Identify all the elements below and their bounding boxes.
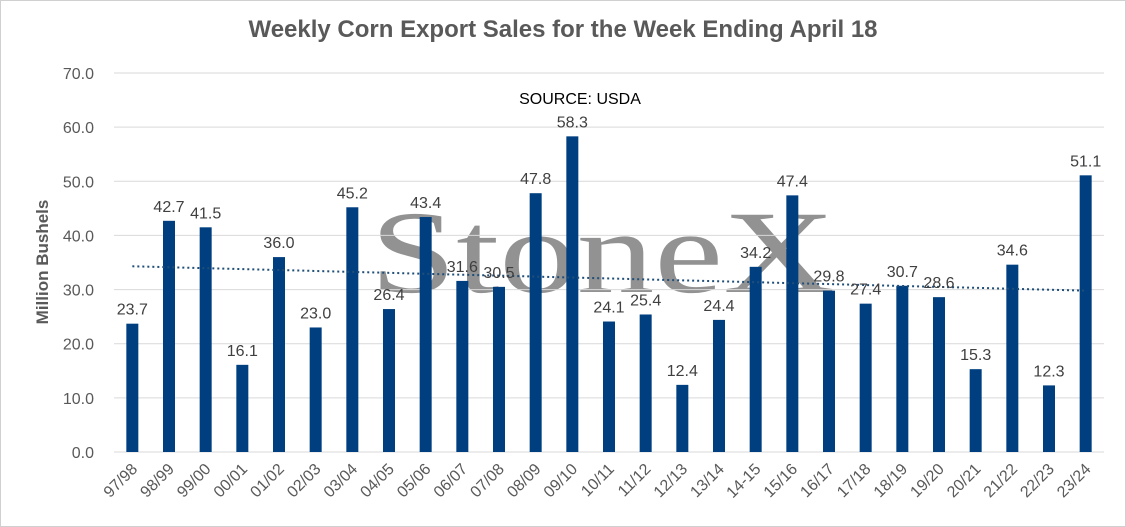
bar [1006,264,1019,452]
x-tick-label: 14-15 [724,461,765,502]
y-tick-label: 20.0 [63,337,94,354]
bar [163,220,175,452]
bar [676,384,689,452]
bar [273,257,285,452]
y-tick-label: 60.0 [63,120,94,137]
bar [786,195,799,452]
bar [346,207,359,452]
y-tick-label: 40.0 [63,228,94,245]
x-tick-label: 17/18 [834,461,874,501]
x-tick-label: 05/06 [394,461,434,501]
x-tick-label: 06/07 [431,461,471,501]
data-label: 43.4 [410,195,441,212]
data-label: 42.7 [153,199,184,216]
data-labels: 23.7 42.7 41.5 16.1 36.0 23.0 45.2 26.4 43.4 31.6… [117,114,1102,380]
bar [639,314,652,452]
data-label: 31.6 [447,259,478,276]
x-tick-label: 99/00 [174,461,214,501]
data-label: 25.4 [630,292,661,309]
bar [603,321,615,452]
bars [126,136,1092,452]
x-tick-label: 97/98 [101,461,141,501]
x-tick-label: 22/23 [1017,461,1057,501]
x-tick-label: 13/14 [687,461,727,501]
x-tick-label: 16/17 [797,461,837,501]
data-label: 34.2 [740,245,771,262]
bar [199,227,212,452]
y-tick-label: 0.0 [72,445,94,462]
data-label: 12.4 [667,363,698,380]
x-axis-ticks: 97/9898/9999/0000/0101/0202/0303/0404/05… [101,461,1095,502]
data-label: 26.4 [373,287,404,304]
x-tick-label: 07/08 [467,461,507,501]
bar [529,193,542,452]
data-label: 51.1 [1070,153,1101,170]
bar [1079,175,1092,452]
y-tick-label: 50.0 [63,174,94,191]
x-tick-label: 00/01 [211,461,251,501]
bar [456,280,469,452]
trendline-path [132,265,1086,292]
bar [859,303,872,452]
x-tick-label: 10/11 [578,461,618,501]
x-tick-label: 98/99 [137,461,177,501]
data-label: 36.0 [263,235,294,252]
bar [713,319,725,452]
data-label: 45.2 [337,185,368,202]
bar [933,297,945,452]
y-tick-label: 10.0 [63,391,94,408]
bar [236,364,249,452]
data-label: 41.5 [190,205,221,222]
bar [309,327,322,452]
x-tick-label: 19/20 [907,461,947,501]
data-label: 24.1 [593,300,624,317]
y-tick-label: 70.0 [63,66,94,83]
bar [896,285,909,452]
data-label: 27.4 [850,282,881,299]
data-label: 47.8 [520,171,551,188]
chart-title: Weekly Corn Export Sales for the Week En… [248,16,878,43]
x-tick-label: 03/04 [321,461,361,501]
bar [126,323,139,452]
x-tick-label: 08/09 [504,461,544,501]
x-tick-label: 15/16 [761,461,801,501]
bar [419,217,432,452]
x-tick-label: 23/24 [1054,461,1094,501]
data-label: 34.6 [997,243,1028,260]
bar [823,290,835,452]
bar [749,266,762,452]
x-tick-label: 02/03 [284,461,324,501]
data-label: 15.3 [960,347,991,364]
bar [566,136,579,452]
data-label: 28.6 [923,275,954,292]
x-tick-label: 04/05 [357,461,397,501]
x-tick-label: 11/12 [615,461,655,501]
x-tick-label: 12/13 [651,461,691,501]
bar [493,286,505,452]
data-label: 23.7 [117,302,148,319]
bar [1043,385,1055,452]
y-axis-ticks: 0.0 10.0 20.0 30.0 40.0 50.0 60.0 70.0 [63,66,94,462]
data-label: 58.3 [557,114,588,131]
x-tick-label: 01/02 [247,461,287,501]
trendline [132,265,1086,292]
data-label: 30.7 [887,264,918,281]
x-tick-label: 18/19 [871,461,911,501]
x-tick-label: 09/10 [541,461,581,501]
data-label: 24.4 [703,298,734,315]
source-annotation: SOURCE: USDA [519,91,641,108]
data-label: 47.4 [777,173,808,190]
x-tick-label: 20/21 [944,461,984,501]
y-tick-label: 30.0 [63,283,94,300]
data-label: 16.1 [227,343,258,360]
data-label: 30.5 [483,265,514,282]
bar [969,369,982,452]
data-label: 29.8 [813,269,844,286]
data-label: 12.3 [1033,363,1064,380]
y-axis-label: Million Bushels [33,200,52,325]
data-label: 23.0 [300,305,331,322]
bar [383,309,395,452]
x-tick-label: 21/22 [981,461,1021,501]
